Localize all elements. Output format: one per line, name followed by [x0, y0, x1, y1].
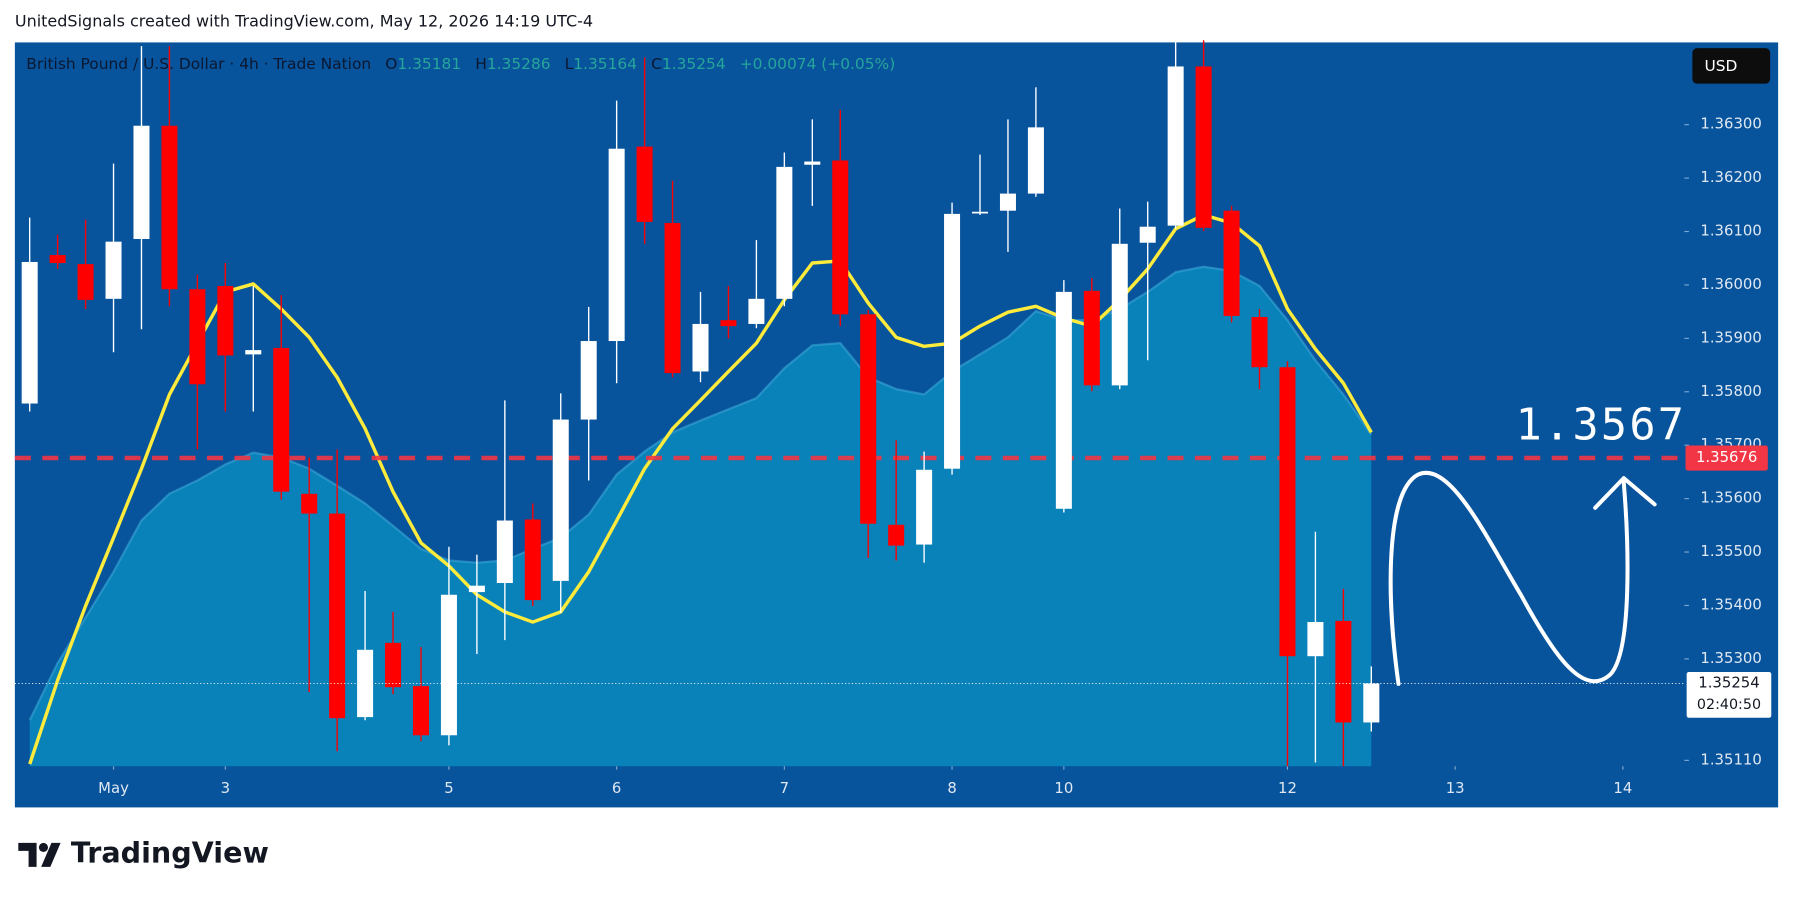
candle-body — [133, 125, 150, 239]
candle-body — [916, 469, 933, 545]
candle-body — [385, 642, 402, 688]
candle-body — [245, 350, 262, 355]
candle-body — [161, 125, 178, 290]
candle-body — [1223, 210, 1240, 316]
candle-body — [1027, 127, 1044, 194]
y-tick-label: 1.35600 — [1700, 489, 1761, 507]
y-tick-label: 1.35400 — [1700, 595, 1761, 613]
legend-label: O — [385, 55, 397, 73]
candle-body — [1251, 316, 1268, 368]
last-price-label: 1.35254 — [1698, 673, 1759, 691]
y-tick-label: 1.35500 — [1700, 542, 1761, 560]
legend-label: H — [475, 55, 487, 73]
candle-body — [888, 524, 905, 546]
candle-body — [636, 146, 653, 222]
candle-body — [21, 261, 38, 404]
x-tick-label: May — [98, 779, 129, 797]
candle-body — [1195, 66, 1212, 228]
annotation: 1.3567 — [1516, 400, 1687, 450]
y-tick-label: 1.35300 — [1700, 649, 1761, 667]
logo-mark — [18, 842, 37, 867]
y-tick-label: 1.35110 — [1700, 750, 1761, 768]
legend-value: 1.35181 — [397, 55, 461, 73]
candle-body — [1139, 226, 1156, 243]
candle-body — [720, 320, 737, 327]
candle-body — [440, 594, 457, 736]
x-tick-label: 14 — [1613, 779, 1632, 797]
candle-body — [189, 289, 206, 385]
candle-body — [608, 148, 625, 342]
brand-logo: TradingView — [18, 835, 269, 869]
symbol-title: British Pound / U.S. Dollar · 4h · Trade… — [26, 55, 371, 73]
legend-value: 1.35254 — [662, 55, 726, 73]
brand-name: TradingView — [71, 835, 269, 869]
candle-body — [832, 160, 849, 315]
projection-arrow — [1388, 470, 1630, 686]
candle-body — [972, 211, 989, 214]
candle-body — [999, 193, 1016, 211]
y-tick-label: 1.36300 — [1700, 115, 1761, 133]
price-line-tag — [1685, 445, 1768, 471]
x-tick-label: 5 — [444, 779, 453, 797]
y-tick-label: 1.36100 — [1700, 222, 1761, 240]
legend-text: British Pound / U.S. Dollar · 4h · Trade… — [26, 55, 895, 73]
candle-body — [552, 419, 569, 581]
candle-body — [1363, 683, 1380, 723]
legend-label: L — [565, 55, 574, 73]
candle-body — [273, 347, 290, 492]
candle-body — [804, 161, 821, 165]
legend-value: 1.35164 — [573, 55, 637, 73]
candle-body — [468, 585, 485, 593]
x-tick-label: 8 — [947, 779, 956, 797]
legend-change: +0.00074 (+0.05%) — [740, 55, 896, 73]
candle-body — [580, 341, 597, 420]
candle-body — [1055, 291, 1072, 509]
candle-body — [944, 213, 961, 469]
y-tick-label: 1.35800 — [1700, 382, 1761, 400]
candle-body — [105, 241, 122, 299]
candle-body — [1167, 66, 1184, 226]
price-line-label: 1.35676 — [1696, 448, 1757, 466]
candle-body — [748, 298, 765, 324]
y-tick-label: 1.35900 — [1700, 328, 1761, 346]
legend-label: C — [651, 55, 662, 73]
y-tick-label: 1.36200 — [1700, 168, 1761, 186]
candle-body — [776, 166, 793, 299]
countdown: 02:40:50 — [1697, 697, 1761, 713]
candle-body — [496, 520, 513, 584]
logo-mark — [41, 842, 61, 867]
candle-body — [524, 519, 541, 601]
x-tick-label: 6 — [612, 779, 621, 797]
y-tick-label: 1.36000 — [1700, 275, 1761, 293]
candle-body — [1307, 622, 1324, 657]
header: UnitedSignals created with TradingView.c… — [15, 11, 593, 30]
x-tick-label: 3 — [221, 779, 230, 797]
x-tick-label: 12 — [1278, 779, 1297, 797]
currency-label[interactable]: USD — [1704, 57, 1737, 75]
x-tick-label: 7 — [780, 779, 789, 797]
candle-body — [412, 686, 429, 736]
currency-button[interactable] — [1692, 48, 1771, 84]
legend-value: 1.35286 — [487, 55, 551, 73]
candle-body — [1083, 290, 1100, 386]
candle-body — [692, 323, 709, 372]
legend: British Pound / U.S. Dollar · 4h · Trade… — [26, 55, 895, 73]
last-price-tag — [1686, 672, 1772, 718]
arrow-head — [1593, 476, 1657, 510]
candle-body — [1111, 243, 1128, 386]
logo-dot — [38, 842, 49, 853]
x-tick-label: 10 — [1054, 779, 1073, 797]
candle-body — [301, 493, 318, 514]
candle-body — [77, 264, 94, 300]
candle-body — [1279, 367, 1296, 657]
candle-body — [49, 255, 66, 264]
x-tick-label: 13 — [1446, 779, 1465, 797]
candle-body — [664, 222, 681, 374]
candle-body — [217, 286, 234, 356]
candle-body — [1335, 620, 1352, 723]
candle-body — [329, 513, 346, 719]
plot — [14, 40, 1685, 767]
candle-body — [860, 314, 877, 524]
